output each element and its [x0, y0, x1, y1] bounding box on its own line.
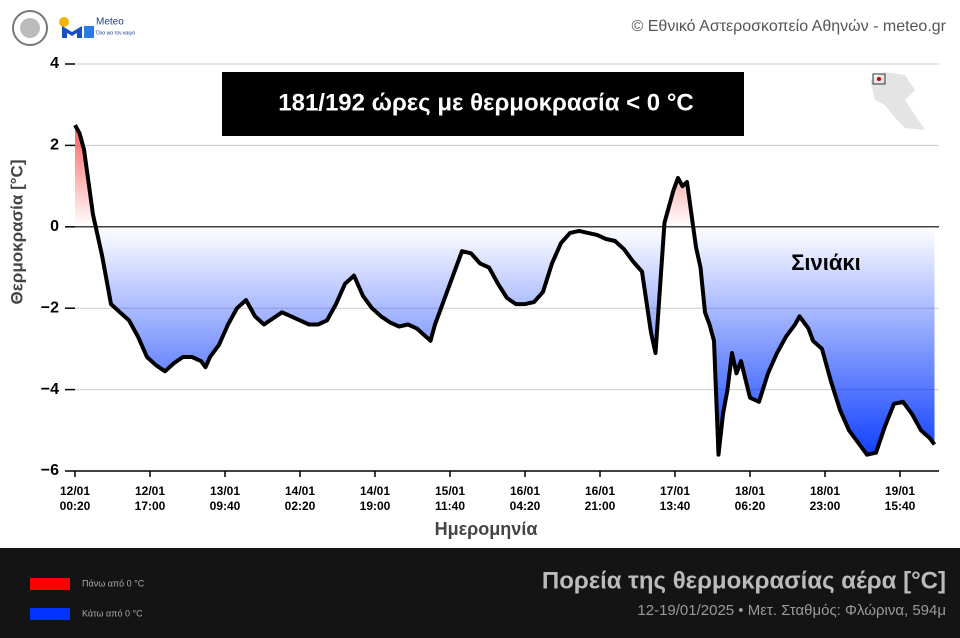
legend-swatch [30, 608, 70, 620]
x-tick-label: 18/01 06:20 [735, 484, 766, 513]
y-tick-label: −6 [41, 462, 59, 479]
station-label: Σινιάκι [791, 250, 861, 275]
copyright: © Εθνικό Αστεροσκοπείο Αθηνών - meteo.gr [632, 18, 947, 35]
plot: 4 2 0 −2 −4 −612/01 00:20 12/01 17:00 13/01 09:40 1… [41, 55, 939, 513]
annotation-box [222, 72, 744, 136]
y-tick-label: 0 [50, 218, 59, 235]
x-tick-label: 17/01 13:40 [660, 484, 691, 513]
legend-label: Κάτω από 0 °C [82, 608, 143, 618]
x-tick-label: 14/01 02:20 [285, 484, 316, 513]
line [73, 124, 937, 457]
y-tick-label: 2 [50, 137, 59, 154]
logo-mark [84, 26, 94, 38]
seal-core [20, 18, 40, 38]
footer-title: Πορεία της θερμοκρασίας αέρα [°C] [542, 567, 946, 594]
legend-swatch [30, 578, 70, 590]
y-tick-label: 4 [50, 55, 59, 72]
inset-map [870, 72, 925, 130]
x-tick-label: 19/01 15:40 [885, 484, 916, 513]
x-tick-label: 16/01 21:00 [585, 484, 616, 513]
x-tick-label: 16/01 04:20 [510, 484, 541, 513]
map-marker-box [872, 73, 886, 85]
logo-mark [62, 26, 82, 38]
y-axis-label: Θερμοκρασία [°C] [7, 160, 26, 305]
x-tick-label: 18/01 23:00 [810, 484, 841, 513]
logos: Meteo Όλα για τον καιρό [12, 10, 135, 46]
x-axis-label: Ημερομηνία [435, 519, 538, 539]
logo-tagline: Όλα για τον καιρό [95, 29, 135, 36]
footer-subtitle: 12-19/01/2025 • Μετ. Σταθμός: Φλώρινα, 5… [637, 602, 946, 619]
annotation: 181/192 ώρες με θερμοκρασία < 0 °C [278, 89, 694, 116]
y-tick-label: −4 [41, 381, 59, 398]
x-tick-label: 14/01 19:00 [360, 484, 391, 513]
map-shape [870, 72, 925, 130]
footer-band [0, 548, 960, 638]
y-tick-label: −2 [41, 299, 59, 316]
x-tick-label: 12/01 17:00 [135, 484, 166, 513]
logo-name: Meteo [96, 17, 124, 28]
x-tick-label: 15/01 11:40 [435, 484, 465, 513]
x-tick-label: 12/01 00:20 [60, 484, 91, 513]
legend-label: Πάνω από 0 °C [82, 578, 145, 588]
x-tick-label: 13/01 09:40 [210, 484, 241, 513]
map-marker [877, 77, 881, 81]
seal [12, 10, 48, 46]
logo-sun [59, 17, 69, 27]
area [75, 125, 935, 455]
